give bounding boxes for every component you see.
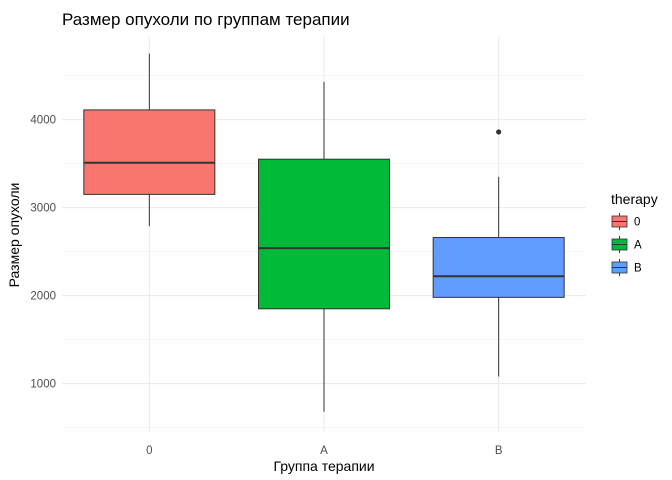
box-group-A [258, 81, 390, 412]
x-tick-label: B [495, 445, 503, 457]
boxes [83, 53, 565, 412]
x-axis-ticks: 0 A B [146, 445, 503, 457]
y-tick-label: 1000 [30, 379, 56, 391]
x-axis-title: Группа терапии [273, 458, 374, 474]
box [258, 158, 390, 310]
x-tick-label: 0 [146, 445, 152, 457]
box [83, 109, 216, 195]
legend: therapy 0 AB [611, 191, 658, 276]
box [432, 237, 565, 298]
legend-title: therapy [611, 191, 658, 207]
chart-title: Размер опухоли по группам терапии [62, 10, 350, 29]
outlier-point [496, 129, 502, 135]
y-tick-label: 2000 [30, 291, 56, 303]
x-tick-label: A [320, 445, 328, 457]
legend-label: A [634, 240, 642, 252]
legend-label: B [634, 263, 642, 275]
legend-item-B: B [611, 259, 642, 276]
y-tick-label: 3000 [30, 203, 56, 215]
box-group-B [432, 129, 565, 377]
box-group-0 [83, 53, 216, 227]
legend-item-A: A [611, 236, 642, 253]
y-axis-ticks: 1000 2000 3000 4000 [30, 115, 56, 391]
y-tick-label: 4000 [30, 115, 56, 127]
y-axis-title: Размер опухоли [6, 183, 22, 288]
legend-item-0: 0 [611, 213, 640, 230]
legend-label: 0 [634, 217, 640, 229]
